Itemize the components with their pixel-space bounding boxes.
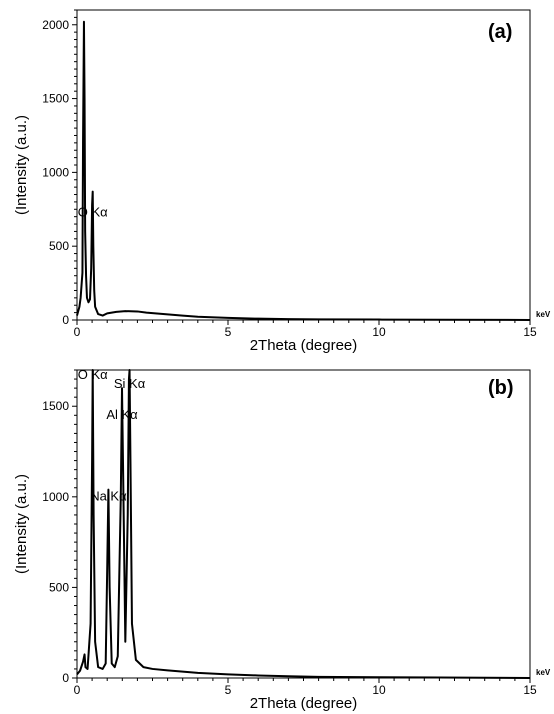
x-tick-label: 15 xyxy=(523,325,537,339)
x-tick-label: 0 xyxy=(74,683,81,697)
spectrum-line xyxy=(76,369,531,679)
y-tick-label: 500 xyxy=(49,580,69,594)
x-tick-label: 0 xyxy=(74,325,81,339)
plot-frame xyxy=(76,369,531,679)
y-tick-label: 1500 xyxy=(42,399,69,413)
panel-a-label: (a) xyxy=(488,21,512,43)
x-tick-label: 5 xyxy=(225,683,232,697)
y-tick-label: 500 xyxy=(49,239,69,253)
x-axis-title: 2Theta (degree) xyxy=(250,695,358,712)
y-tick-label: 1000 xyxy=(42,165,69,179)
x-tick-label: 10 xyxy=(372,325,386,339)
peak-label: O Kα xyxy=(78,205,108,220)
y-tick-label: 1500 xyxy=(42,92,69,106)
y-axis-title: (Intensity (a.u.) xyxy=(13,474,30,574)
y-tick-label: 0 xyxy=(62,671,69,685)
y-axis-title: (Intensity (a.u.) xyxy=(13,115,30,215)
spectrum-line xyxy=(76,20,531,321)
y-tick-label: 2000 xyxy=(42,18,69,32)
panel-b-unit-label: keV xyxy=(536,668,551,677)
panel-a-unit-label: keV xyxy=(536,310,551,319)
peak-label: Al Kα xyxy=(106,407,138,422)
y-tick-label: 1000 xyxy=(42,490,69,504)
y-tick-label: 0 xyxy=(62,313,69,327)
peak-label: O Kα xyxy=(78,367,108,382)
panel-b-label: (b) xyxy=(488,377,514,399)
x-axis-title: 2Theta (degree) xyxy=(250,337,358,354)
x-tick-label: 10 xyxy=(372,683,386,697)
x-tick-label: 15 xyxy=(523,683,537,697)
panel-b: 0 5 10 15 0 500 1000 1500 2Theta (degree) (Intens… xyxy=(13,367,537,712)
panel-a: 0 5 10 15 0 500 1000 1500 2000 2Theta (degree) (In… xyxy=(13,9,537,354)
x-tick-label: 5 xyxy=(225,325,232,339)
peak-label: Na Kα xyxy=(90,488,127,503)
plot-frame xyxy=(76,9,531,321)
peak-label: Si Kα xyxy=(114,376,146,391)
